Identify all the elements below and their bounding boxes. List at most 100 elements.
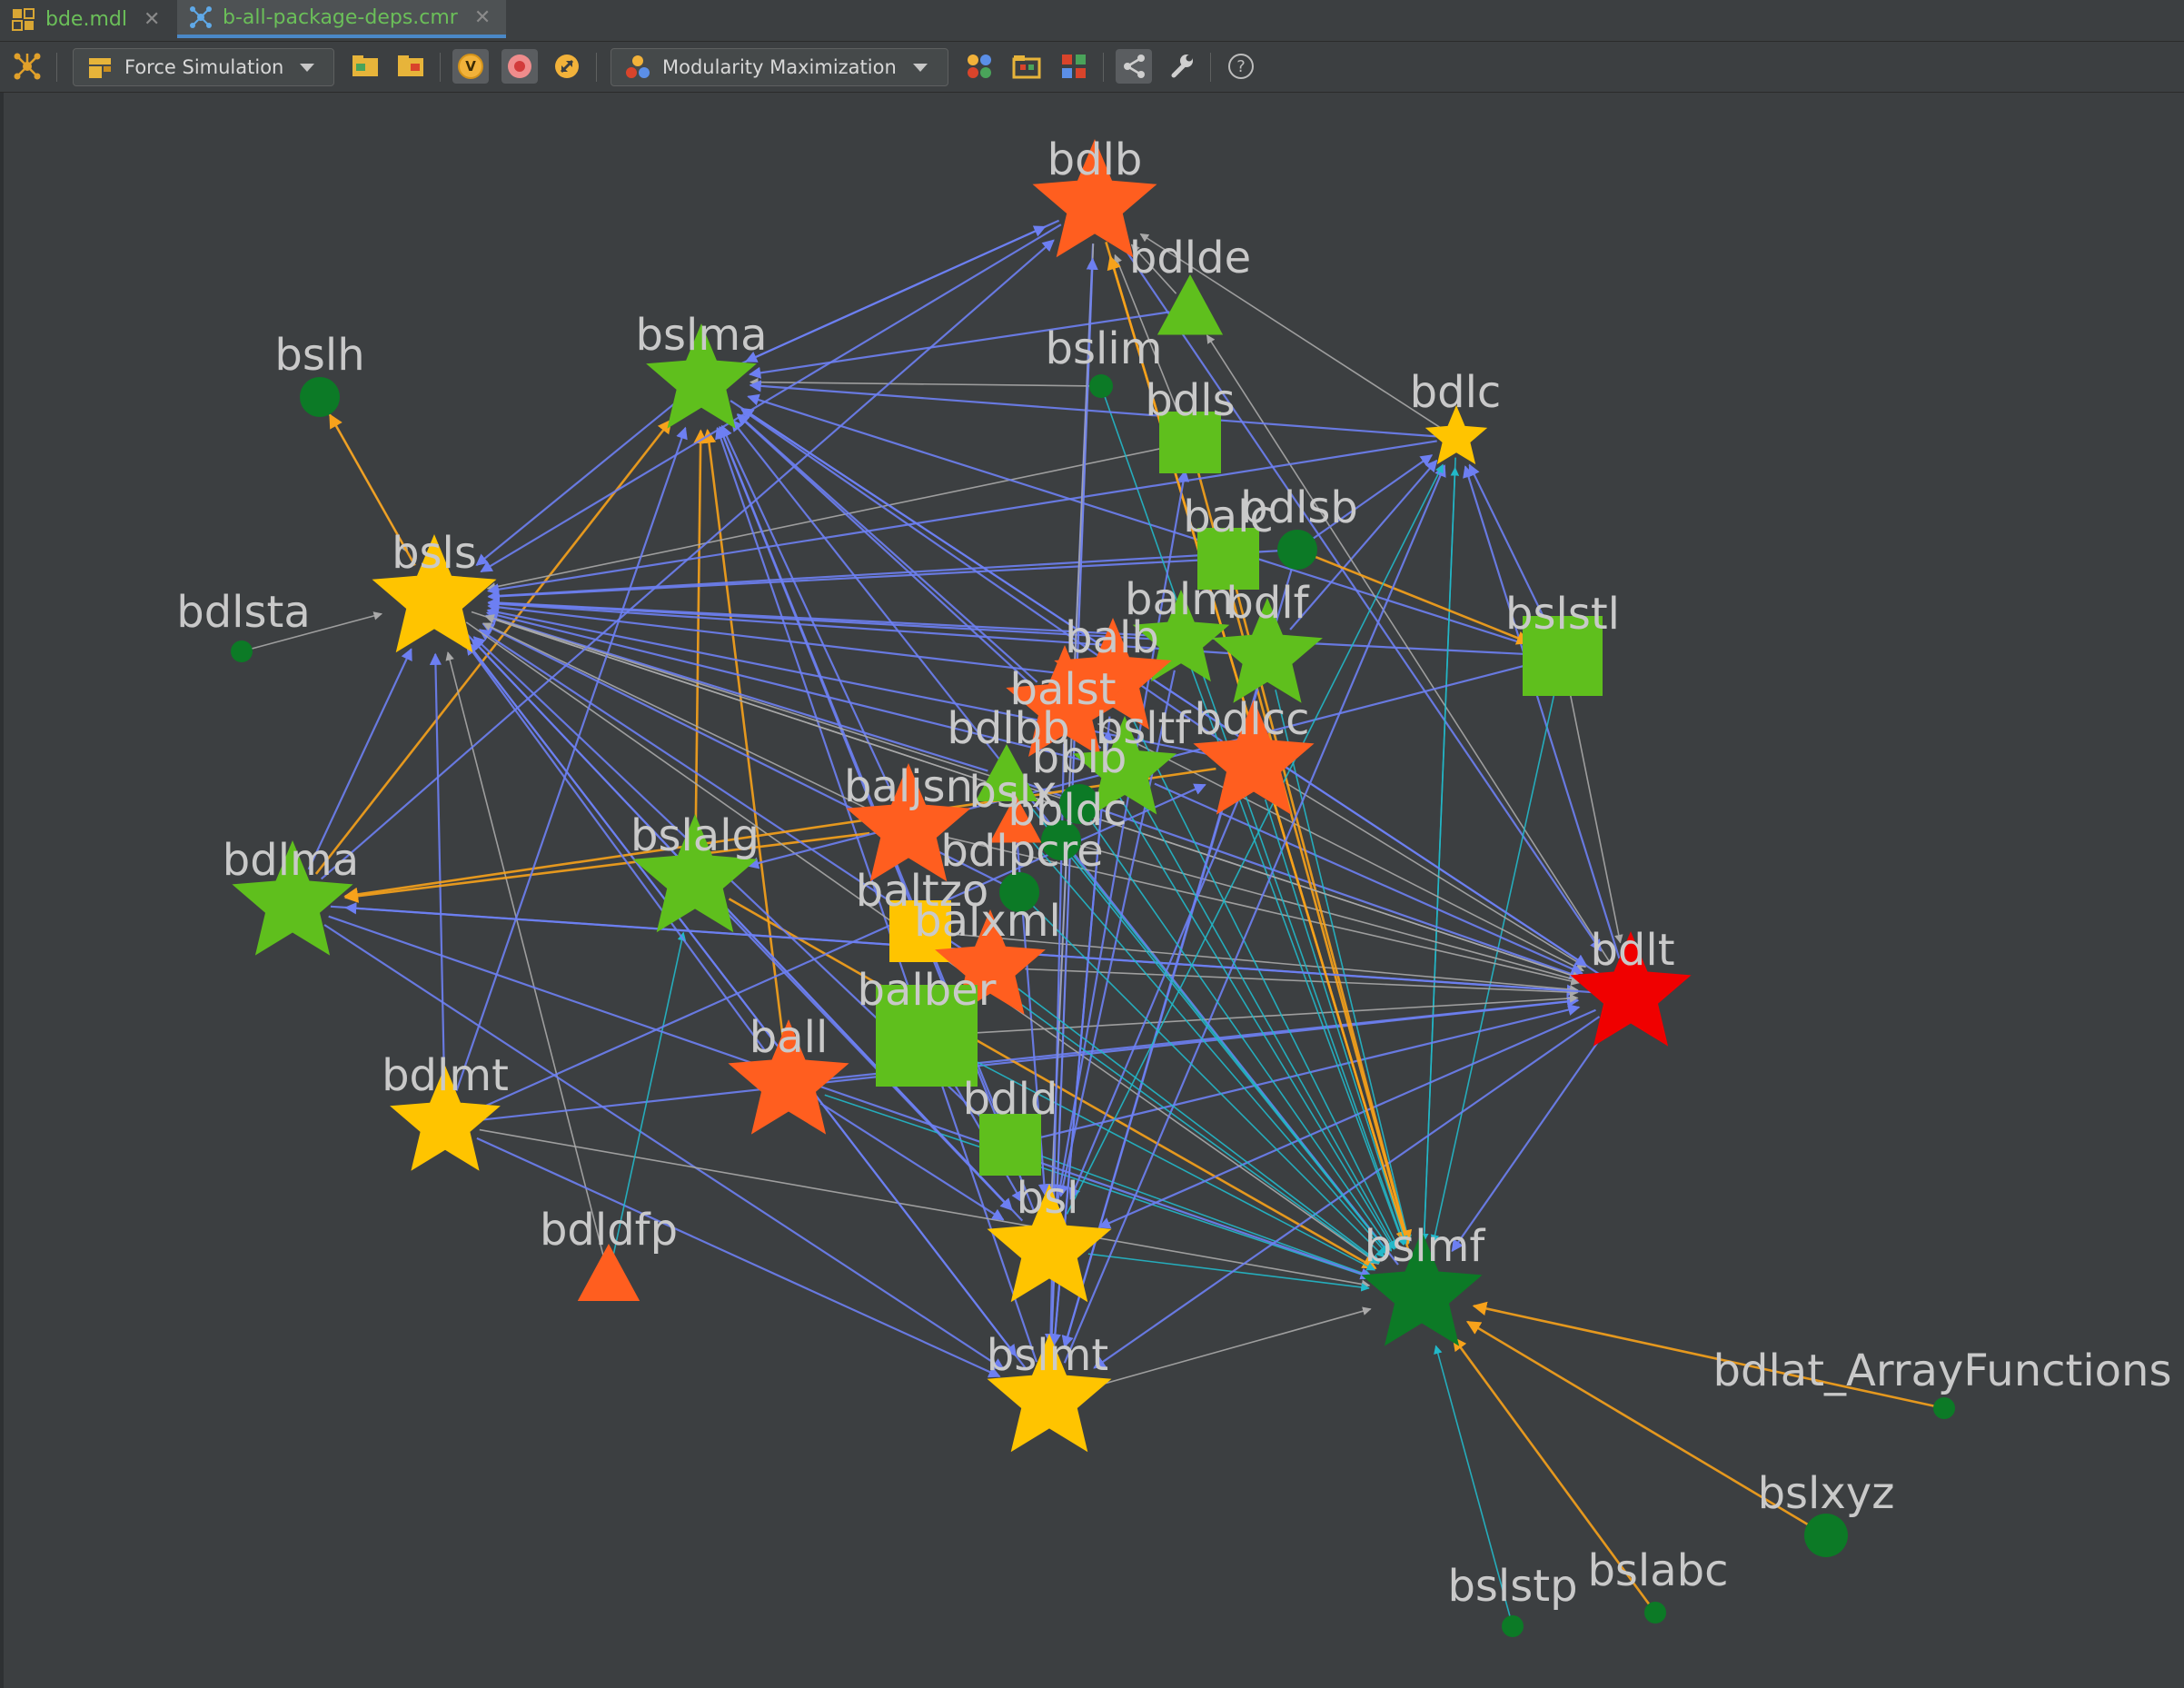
edge-bsltf-bsls	[485, 609, 1094, 764]
node-label: balber	[858, 965, 997, 1016]
edge-bdlsta-bsls	[247, 611, 383, 650]
node-bdlcc[interactable]	[1193, 700, 1315, 815]
node-bdlsb[interactable]	[1277, 530, 1317, 570]
node-bdlsta[interactable]	[231, 640, 253, 662]
vertex-label-toggle[interactable]: V	[452, 49, 489, 84]
node-bblb[interactable]	[1059, 784, 1099, 824]
node-bdlma[interactable]	[232, 840, 353, 956]
edge-bsltf-bslmf	[1140, 798, 1396, 1249]
edge-bdlma-bdlb	[320, 239, 1055, 880]
node-bsls[interactable]	[372, 534, 497, 653]
node-bslstl[interactable]	[1523, 616, 1603, 696]
apply-layout-button[interactable]	[347, 49, 383, 84]
edge-bslim-bslmf	[1102, 392, 1406, 1246]
node-bslmt[interactable]	[987, 1334, 1112, 1453]
graph-view-button[interactable]	[9, 49, 45, 84]
node-bslabc[interactable]	[1644, 1602, 1666, 1623]
cluster-colors-icon	[968, 55, 991, 78]
cluster-groups-button[interactable]	[1008, 49, 1045, 84]
help-button[interactable]: ?	[1223, 49, 1259, 84]
node-bsl[interactable]	[987, 1184, 1112, 1303]
edge-bslx-bslmf	[1026, 834, 1388, 1256]
node-baljsn[interactable]	[846, 763, 971, 882]
cluster-matrix-icon	[1062, 55, 1086, 78]
node-bbldc[interactable]	[1041, 820, 1081, 860]
highlight-toggle[interactable]	[501, 49, 538, 84]
node-bdlat_ArrayFunctions[interactable]	[1933, 1397, 1955, 1419]
edge-bdlat_ArrayFunctions-bslmf	[1472, 1301, 1939, 1408]
node-bslim[interactable]	[1089, 374, 1113, 398]
node-bslalg[interactable]	[632, 814, 758, 933]
edge-bdlb-bsls	[480, 223, 1062, 573]
edge-bslmt-bdlc	[1063, 464, 1446, 1364]
close-icon[interactable]: ✕	[143, 7, 161, 31]
edge-bdld-bslmf	[1027, 1150, 1373, 1278]
node-balber[interactable]	[876, 985, 978, 1087]
clustering-dropdown-label: Modularity Maximization	[662, 56, 897, 78]
node-bdlde[interactable]	[1157, 274, 1224, 335]
edge-bsl-bdlc	[1066, 463, 1444, 1215]
edge-bdlsb-bslstl	[1307, 552, 1532, 645]
zoom-fit-button[interactable]	[549, 49, 585, 84]
node-bdldfp[interactable]	[577, 1244, 640, 1301]
node-label: bdlf	[1226, 578, 1309, 629]
edge-bdlma-bslmt	[323, 924, 1005, 1371]
layout-apply-icon	[352, 55, 378, 76]
node-bdls[interactable]	[1159, 412, 1221, 473]
node-label: baljsn	[844, 761, 973, 812]
share-button[interactable]	[1116, 49, 1152, 84]
node-bslma[interactable]	[646, 323, 757, 429]
node-label: bslalg	[630, 810, 759, 861]
layout-options-button[interactable]	[392, 49, 429, 84]
settings-button[interactable]	[1163, 49, 1199, 84]
edge-ball-bsls	[465, 642, 768, 1053]
node-bslstp[interactable]	[1502, 1615, 1524, 1637]
cluster-matrix-button[interactable]	[1056, 49, 1092, 84]
layout-dropdown[interactable]: Force Simulation	[73, 48, 334, 86]
edge-bdlbb-bslmf	[1018, 791, 1390, 1255]
edge-bdlc-bslma	[749, 380, 1437, 438]
graph-canvas[interactable]: bdlb bdlde bslma bslh bslim bdls bdlc bsls bdlst…	[0, 93, 2184, 1688]
edge-bdlt-bslmt	[1093, 1016, 1601, 1369]
node-label: baltzo	[856, 866, 989, 917]
node-bdlc[interactable]	[1425, 405, 1488, 465]
edge-bslmt-bslmf	[1087, 1306, 1372, 1390]
node-bslx[interactable]	[989, 795, 1042, 843]
cluster-colors-button[interactable]	[961, 49, 998, 84]
edge-ball-bslma	[701, 429, 786, 1046]
tab-b-all-package-deps[interactable]: b-all-package-deps.cmr ✕	[177, 0, 506, 38]
node-balc[interactable]	[1197, 528, 1259, 590]
node-bdlpcre[interactable]	[999, 872, 1039, 912]
edge-bslstl-bdlt	[1566, 679, 1623, 944]
node-bsltf[interactable]	[1072, 716, 1177, 815]
node-bdlf[interactable]	[1212, 598, 1323, 703]
node-ball[interactable]	[728, 1019, 849, 1135]
highlight-icon	[508, 55, 531, 78]
edge-bslma-bdlt	[730, 400, 1588, 967]
node-bdld[interactable]	[979, 1114, 1041, 1176]
node-bdlbb[interactable]	[975, 744, 1038, 801]
edge-balst-bslma	[737, 413, 1038, 683]
tab-bde-mdl[interactable]: bde.mdl ✕	[0, 0, 174, 38]
node-bslxyz[interactable]	[1804, 1514, 1848, 1557]
edge-bdlc-bslmf	[1419, 457, 1456, 1243]
node-bdlmt[interactable]	[390, 1066, 501, 1171]
node-bslmf[interactable]	[1361, 1231, 1483, 1346]
edge-bbldc-bdlt	[1072, 842, 1581, 984]
close-icon[interactable]: ✕	[473, 5, 491, 29]
clustering-dropdown[interactable]: Modularity Maximization	[611, 48, 948, 86]
node-label: bdlat_ArrayFunctions	[1713, 1345, 2172, 1396]
edge-bdlpcre-bslmf	[1027, 899, 1385, 1258]
node-balm[interactable]	[1132, 590, 1230, 682]
node-balst[interactable]	[1006, 645, 1124, 757]
help-icon	[1228, 54, 1254, 79]
edge-bslstp-bslmf	[1434, 1345, 1512, 1621]
toolbar-separator	[440, 53, 441, 82]
graph-toolbar: Force Simulation V Modularity Maximizati	[0, 42, 2184, 93]
node-bslh[interactable]	[300, 377, 340, 417]
node-bdlb[interactable]	[1032, 139, 1157, 258]
layout-icon	[89, 58, 111, 78]
node-bdlt[interactable]	[1570, 931, 1692, 1047]
